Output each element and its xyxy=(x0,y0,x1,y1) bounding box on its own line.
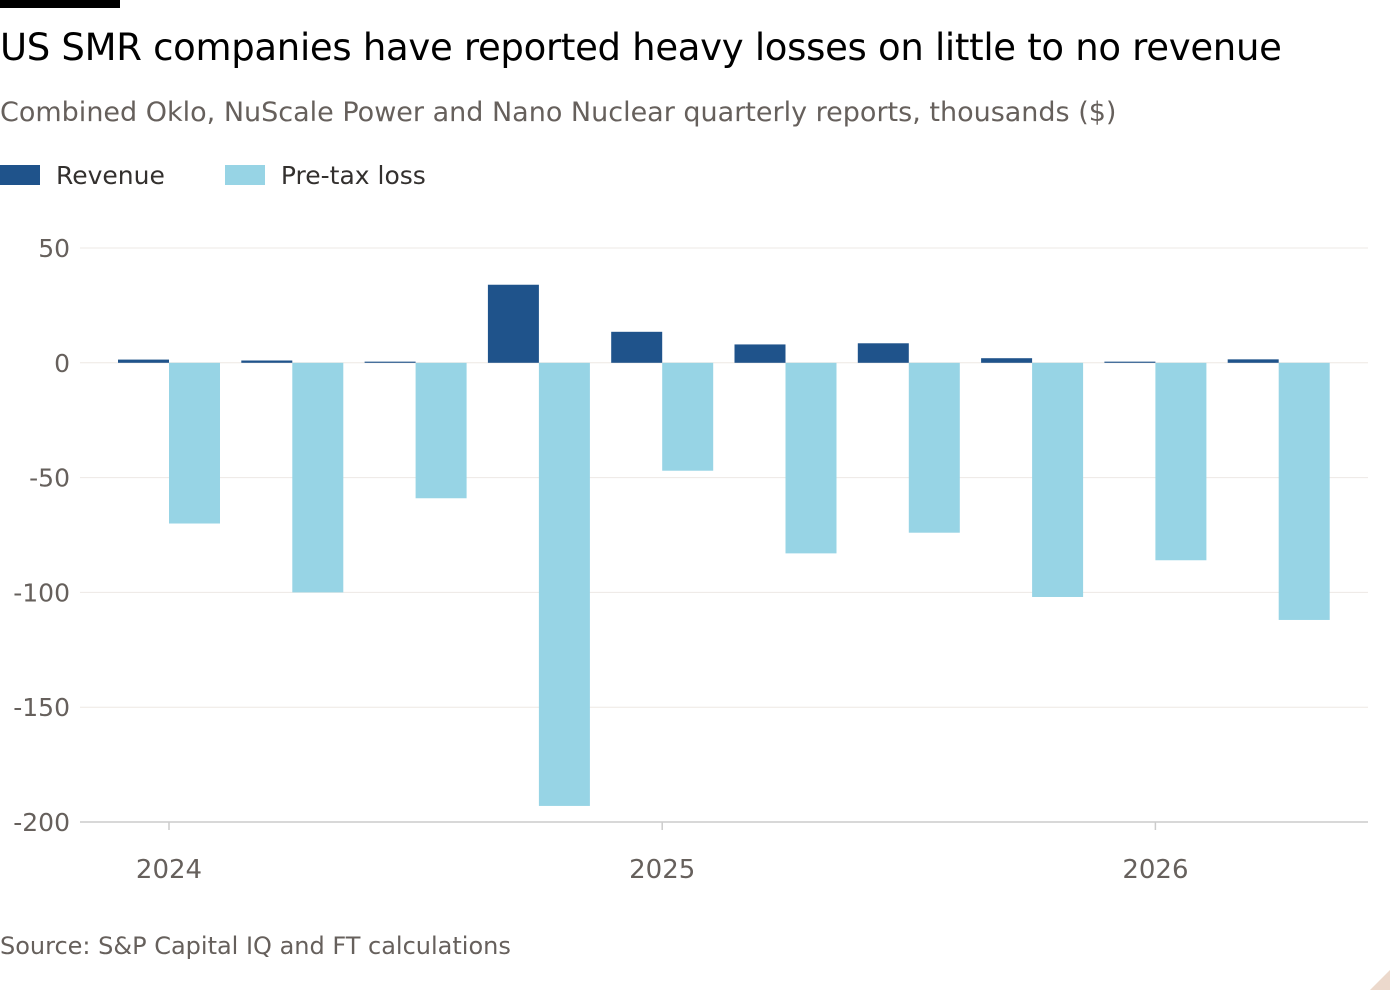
y-tick-label-2: -50 xyxy=(29,464,70,493)
pretax-loss-bar-1 xyxy=(292,362,344,593)
x-tick-label-0: 2024 xyxy=(136,855,202,885)
legend-item-pretax-loss: Pre-tax loss xyxy=(224,160,426,190)
legend-label-pretax-loss: Pre-tax loss xyxy=(280,160,426,190)
chart-title: US SMR companies have reported heavy los… xyxy=(0,26,1282,69)
chart-subtitle: Combined Oklo, NuScale Power and Nano Nu… xyxy=(0,97,1117,128)
revenue-bar-7 xyxy=(981,358,1033,363)
y-axis-ticks: 50 0 -50 -100 -150 -200 xyxy=(13,234,70,837)
bar-chart: 50 0 -50 -100 -150 -200 2024 2025 2026 xyxy=(13,234,1368,885)
pretax-loss-bar-2 xyxy=(415,362,467,499)
x-axis: 2024 2025 2026 xyxy=(136,822,1188,885)
revenue-bar-4 xyxy=(611,331,663,363)
pretax-loss-bar-5 xyxy=(785,362,837,554)
y-tick-label-3: -100 xyxy=(13,578,70,607)
corner-decoration xyxy=(1370,970,1390,990)
revenue-bar-0 xyxy=(118,359,169,363)
legend-swatch-revenue xyxy=(0,165,40,185)
revenue-bar-1 xyxy=(241,360,293,363)
source-note: Source: S&P Capital IQ and FT calculatio… xyxy=(0,932,511,960)
y-tick-label-4: -150 xyxy=(13,693,70,722)
revenue-bar-9 xyxy=(1227,359,1279,363)
revenue-bar-2 xyxy=(364,361,416,363)
y-tick-label-1: 0 xyxy=(54,349,70,378)
revenue-bar-3 xyxy=(487,284,539,363)
revenue-bar-5 xyxy=(734,344,786,363)
legend-item-revenue: Revenue xyxy=(0,161,165,190)
legend-label-revenue: Revenue xyxy=(56,160,165,190)
pretax-loss-bar-0 xyxy=(169,362,220,524)
pretax-loss-bar-9 xyxy=(1278,362,1330,620)
x-tick-label-1: 2025 xyxy=(629,855,695,885)
revenue-bar-8 xyxy=(1104,361,1156,363)
legend-swatch-pretax-loss xyxy=(224,165,265,185)
pretax-loss-bar-4 xyxy=(662,362,714,471)
y-tick-label-5: -200 xyxy=(13,808,70,837)
pretax-loss-bar-8 xyxy=(1155,362,1207,561)
pretax-loss-bar-6 xyxy=(908,362,960,533)
bars xyxy=(118,284,1330,806)
x-tick-label-2: 2026 xyxy=(1122,855,1188,885)
y-tick-label-0: 50 xyxy=(38,234,70,263)
pretax-loss-bar-7 xyxy=(1032,362,1084,597)
chart-legend: Revenue Pre-tax loss xyxy=(0,158,486,192)
pretax-loss-bar-3 xyxy=(538,362,590,806)
revenue-bar-6 xyxy=(857,343,909,363)
header-accent-bar xyxy=(0,0,120,8)
